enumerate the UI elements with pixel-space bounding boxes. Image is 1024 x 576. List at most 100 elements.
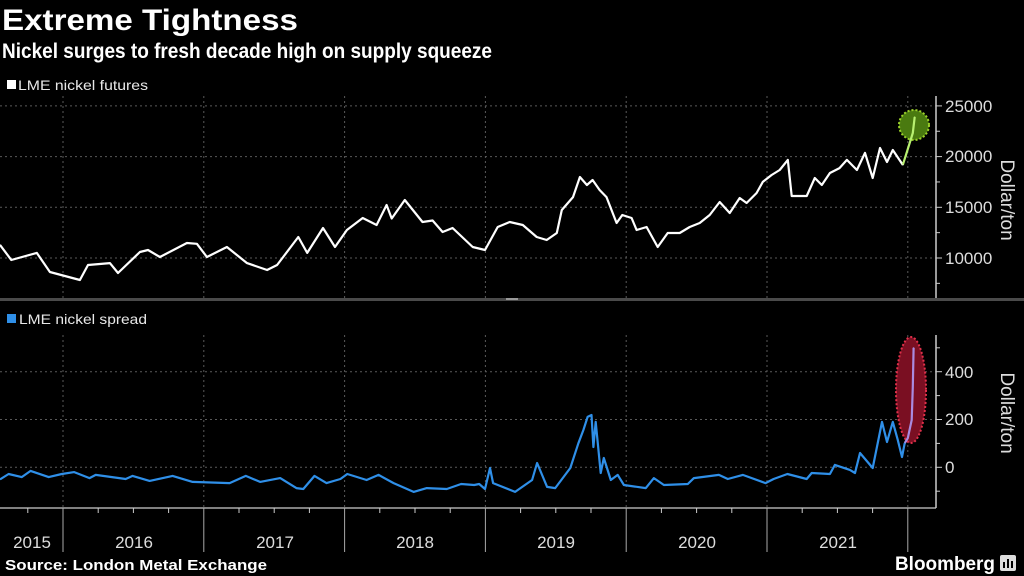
- data-point: [484, 488, 486, 490]
- data-point: [473, 484, 475, 486]
- data-point: [791, 195, 793, 197]
- x-tick-label-2020: 2020: [678, 533, 716, 552]
- data-point: [49, 271, 51, 273]
- data-point: [561, 209, 563, 211]
- bloomberg-chart-icon: [1000, 555, 1016, 571]
- data-point: [117, 272, 119, 274]
- data-point: [226, 246, 228, 248]
- data-point: [687, 483, 689, 485]
- data-point: [771, 174, 773, 176]
- chart-title: Extreme Tightness: [2, 4, 298, 37]
- data-point: [667, 232, 669, 234]
- data-point: [577, 442, 580, 444]
- data-point: [718, 474, 720, 476]
- data-point: [586, 184, 588, 186]
- data-point: [902, 164, 904, 166]
- data-point: [814, 177, 816, 179]
- data-point: [172, 475, 174, 477]
- data-point: [579, 176, 581, 178]
- axes: [0, 96, 942, 552]
- bloomberg-logo: Bloomberg: [895, 554, 995, 575]
- data-point: [366, 479, 368, 481]
- spread-line: [0, 413, 906, 493]
- panel-resize-handle[interactable]: [506, 298, 518, 300]
- data-point: [362, 217, 364, 219]
- data-point: [196, 243, 198, 245]
- data-point: [592, 179, 594, 181]
- data-point: [302, 488, 304, 490]
- x-tick-label-2019: 2019: [537, 533, 575, 552]
- data-point: [377, 474, 380, 476]
- data-point: [892, 149, 894, 151]
- data-point: [600, 472, 602, 474]
- data-point: [334, 246, 336, 248]
- data-point: [904, 442, 906, 444]
- data-point: [689, 226, 691, 228]
- data-point: [872, 467, 874, 469]
- data-point: [432, 219, 434, 222]
- data-point: [229, 482, 231, 484]
- data-point: [742, 474, 744, 476]
- data-point: [881, 421, 883, 423]
- data-point: [478, 483, 480, 485]
- data-point: [36, 252, 38, 254]
- data-point: [912, 386, 914, 388]
- data-point: [859, 452, 861, 454]
- data-point: [636, 229, 638, 231]
- data-point: [892, 421, 894, 423]
- data-point: [30, 470, 32, 472]
- data-point: [595, 421, 597, 423]
- data-point: [572, 196, 574, 198]
- data-point: [346, 229, 348, 231]
- data-point: [87, 264, 89, 266]
- data-point: [623, 484, 625, 486]
- data-point: [854, 472, 856, 474]
- data-point: [88, 477, 91, 479]
- data-point: [306, 252, 308, 254]
- data-point: [125, 478, 127, 480]
- data-point: [806, 478, 808, 480]
- data-point: [834, 464, 836, 466]
- data-point: [554, 487, 556, 489]
- data-point: [911, 419, 913, 421]
- y-tick-label-25000: 25000: [945, 97, 992, 116]
- data-point: [276, 264, 278, 266]
- y-tick-label-20000: 20000: [945, 147, 992, 166]
- x-tick-label-2018: 2018: [396, 533, 434, 552]
- data-point: [404, 199, 406, 201]
- data-point: [95, 474, 97, 476]
- y-tick-label-200: 200: [945, 410, 973, 429]
- data-point: [679, 232, 681, 234]
- y-tick-label-10000: 10000: [945, 249, 992, 268]
- y-axis-title-spread: Dollar/ton: [996, 372, 1017, 453]
- legend-swatch-futures: [7, 80, 16, 89]
- data-point: [245, 475, 247, 477]
- data-point: [657, 246, 659, 248]
- data-point: [746, 202, 748, 204]
- data-point: [21, 476, 23, 478]
- x-tick-label-2016: 2016: [115, 533, 153, 552]
- data-point: [393, 482, 395, 484]
- data-point: [912, 132, 914, 134]
- data-point: [646, 226, 648, 228]
- data-point: [645, 487, 647, 489]
- data-point: [8, 473, 10, 475]
- data-point: [913, 347, 915, 349]
- data-point: [849, 469, 851, 471]
- data-point: [617, 474, 619, 476]
- data-point: [811, 472, 813, 474]
- gridlines: [0, 96, 936, 508]
- data-point: [446, 488, 448, 490]
- data-point: [872, 177, 874, 179]
- data-point: [0, 478, 1, 480]
- data-point: [386, 204, 388, 206]
- data-point: [73, 471, 75, 473]
- data-point: [325, 482, 328, 484]
- y-tick-label-400: 400: [945, 363, 973, 382]
- spread-highlight-ellipse: [895, 336, 927, 444]
- data-point: [192, 481, 194, 483]
- data-point: [901, 456, 903, 458]
- data-point: [61, 473, 63, 475]
- data-point: [442, 231, 444, 233]
- data-point: [699, 222, 701, 224]
